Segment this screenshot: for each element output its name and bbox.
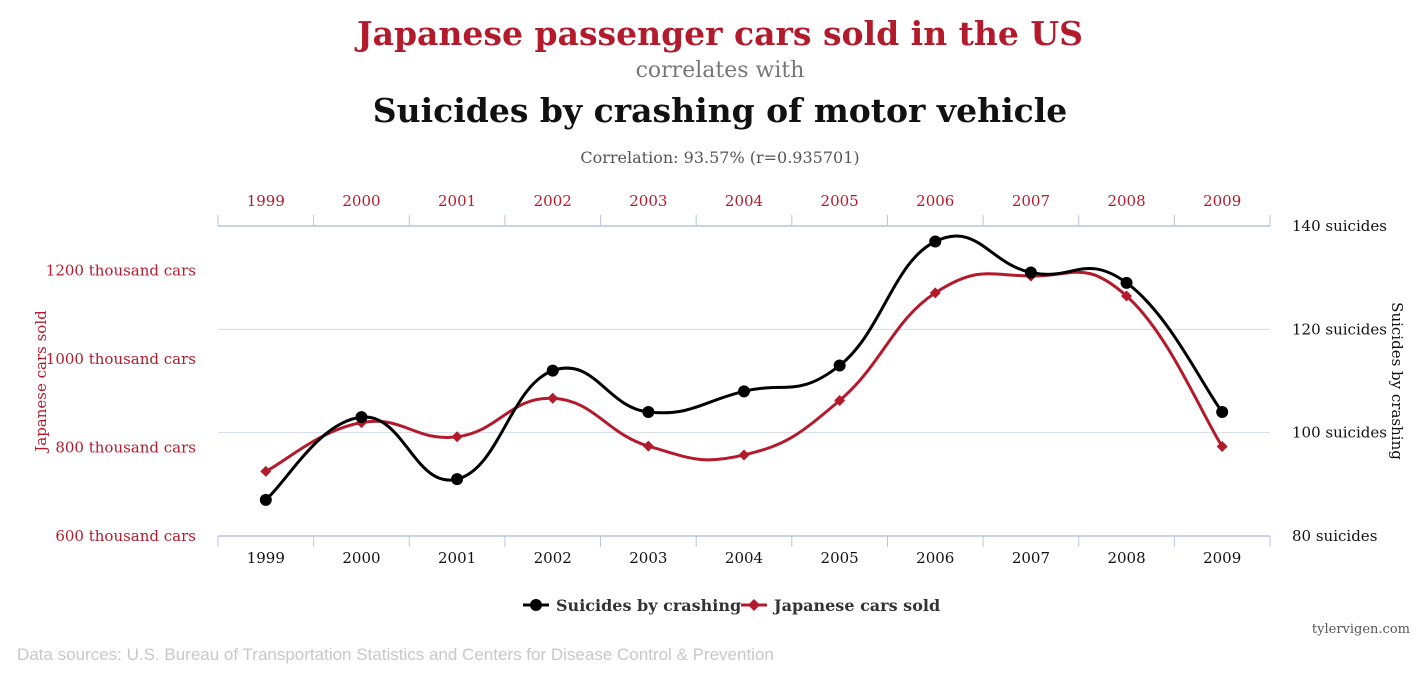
left-axis-tick-label: 800 thousand cars — [55, 438, 196, 456]
x-tick-label-bottom: 2007 — [1012, 549, 1050, 567]
x-tick-label-top: 2002 — [534, 192, 572, 210]
data-point-suicides — [355, 411, 368, 424]
data-point-cars — [1216, 441, 1228, 453]
x-tick-label-top: 2004 — [725, 192, 763, 210]
x-tick-label-bottom: 2004 — [725, 549, 763, 567]
data-point-suicides — [259, 493, 272, 506]
data-point-cars — [642, 440, 654, 452]
data-point-cars — [834, 394, 846, 406]
x-tick-label-bottom: 2008 — [1107, 549, 1145, 567]
right-axis-tick-label: 120 suicides — [1292, 320, 1387, 338]
correlation-text: Correlation: 93.57% (r=0.935701) — [580, 148, 860, 167]
x-tick-label-top: 2006 — [916, 192, 954, 210]
data-point-suicides — [929, 235, 942, 248]
legend-marker-suicides — [530, 599, 542, 611]
left-axis-tick-label: 1000 thousand cars — [46, 350, 196, 368]
legend-marker-cars — [748, 599, 760, 611]
legend-label-suicides: Suicides by crashing — [556, 596, 741, 615]
data-point-cars — [738, 449, 750, 461]
legend-label-cars: Japanese cars sold — [772, 596, 940, 615]
data-point-cars — [547, 392, 559, 404]
x-tick-label-bottom: 2000 — [342, 549, 380, 567]
data-point-suicides — [1216, 406, 1229, 418]
x-tick-label-bottom: 2003 — [629, 549, 667, 567]
x-tick-label-top: 2007 — [1012, 192, 1050, 210]
data-point-suicides — [738, 385, 750, 398]
right-axis-tick-label: 100 suicides — [1292, 424, 1387, 442]
x-tick-label-bottom: 2002 — [534, 549, 572, 567]
x-tick-label-bottom: 1999 — [247, 549, 285, 567]
right-axis-tick-label: 140 suicides — [1292, 217, 1387, 235]
data-sources: Data sources: U.S. Bureau of Transportat… — [17, 645, 774, 664]
data-point-cars — [929, 287, 941, 299]
data-point-cars — [260, 465, 272, 477]
site-credit[interactable]: tylervigen.com — [1311, 622, 1410, 637]
chart-title-secondary: Suicides by crashing of motor vehicle — [372, 91, 1068, 130]
x-tick-label-top: 2009 — [1203, 192, 1241, 210]
data-point-suicides — [1024, 266, 1037, 279]
x-tick-label-top: 2005 — [821, 192, 859, 210]
x-tick-label-bottom: 2001 — [438, 549, 476, 567]
chart-title-connector: correlates with — [635, 58, 805, 83]
x-tick-label-top: 2008 — [1107, 192, 1145, 210]
x-tick-label-top: 2000 — [342, 192, 380, 210]
series-line-cars — [265, 270, 1224, 473]
x-tick-label-bottom: 2009 — [1203, 549, 1241, 567]
data-point-cars — [451, 431, 463, 443]
x-tick-label-top: 2003 — [629, 192, 667, 210]
left-axis-tick-label: 600 thousand cars — [55, 527, 196, 545]
data-point-cars — [1121, 290, 1133, 302]
x-tick-label-top: 1999 — [247, 192, 285, 210]
right-axis-title: Suicides by crashing — [1388, 302, 1406, 460]
x-tick-label-top: 2001 — [438, 192, 476, 210]
right-axis-tick-label: 80 suicides — [1292, 527, 1377, 545]
data-point-suicides — [546, 364, 559, 377]
data-point-suicides — [833, 359, 846, 372]
x-tick-label-bottom: 2005 — [821, 549, 859, 567]
data-point-suicides — [1120, 276, 1133, 289]
chart-title-primary: Japanese passenger cars sold in the US — [356, 14, 1084, 53]
left-axis-title: Japanese cars sold — [32, 310, 50, 454]
x-tick-label-bottom: 2006 — [916, 549, 954, 567]
data-point-suicides — [642, 406, 655, 418]
data-point-suicides — [451, 473, 464, 486]
left-axis-tick-label: 1200 thousand cars — [46, 261, 196, 279]
